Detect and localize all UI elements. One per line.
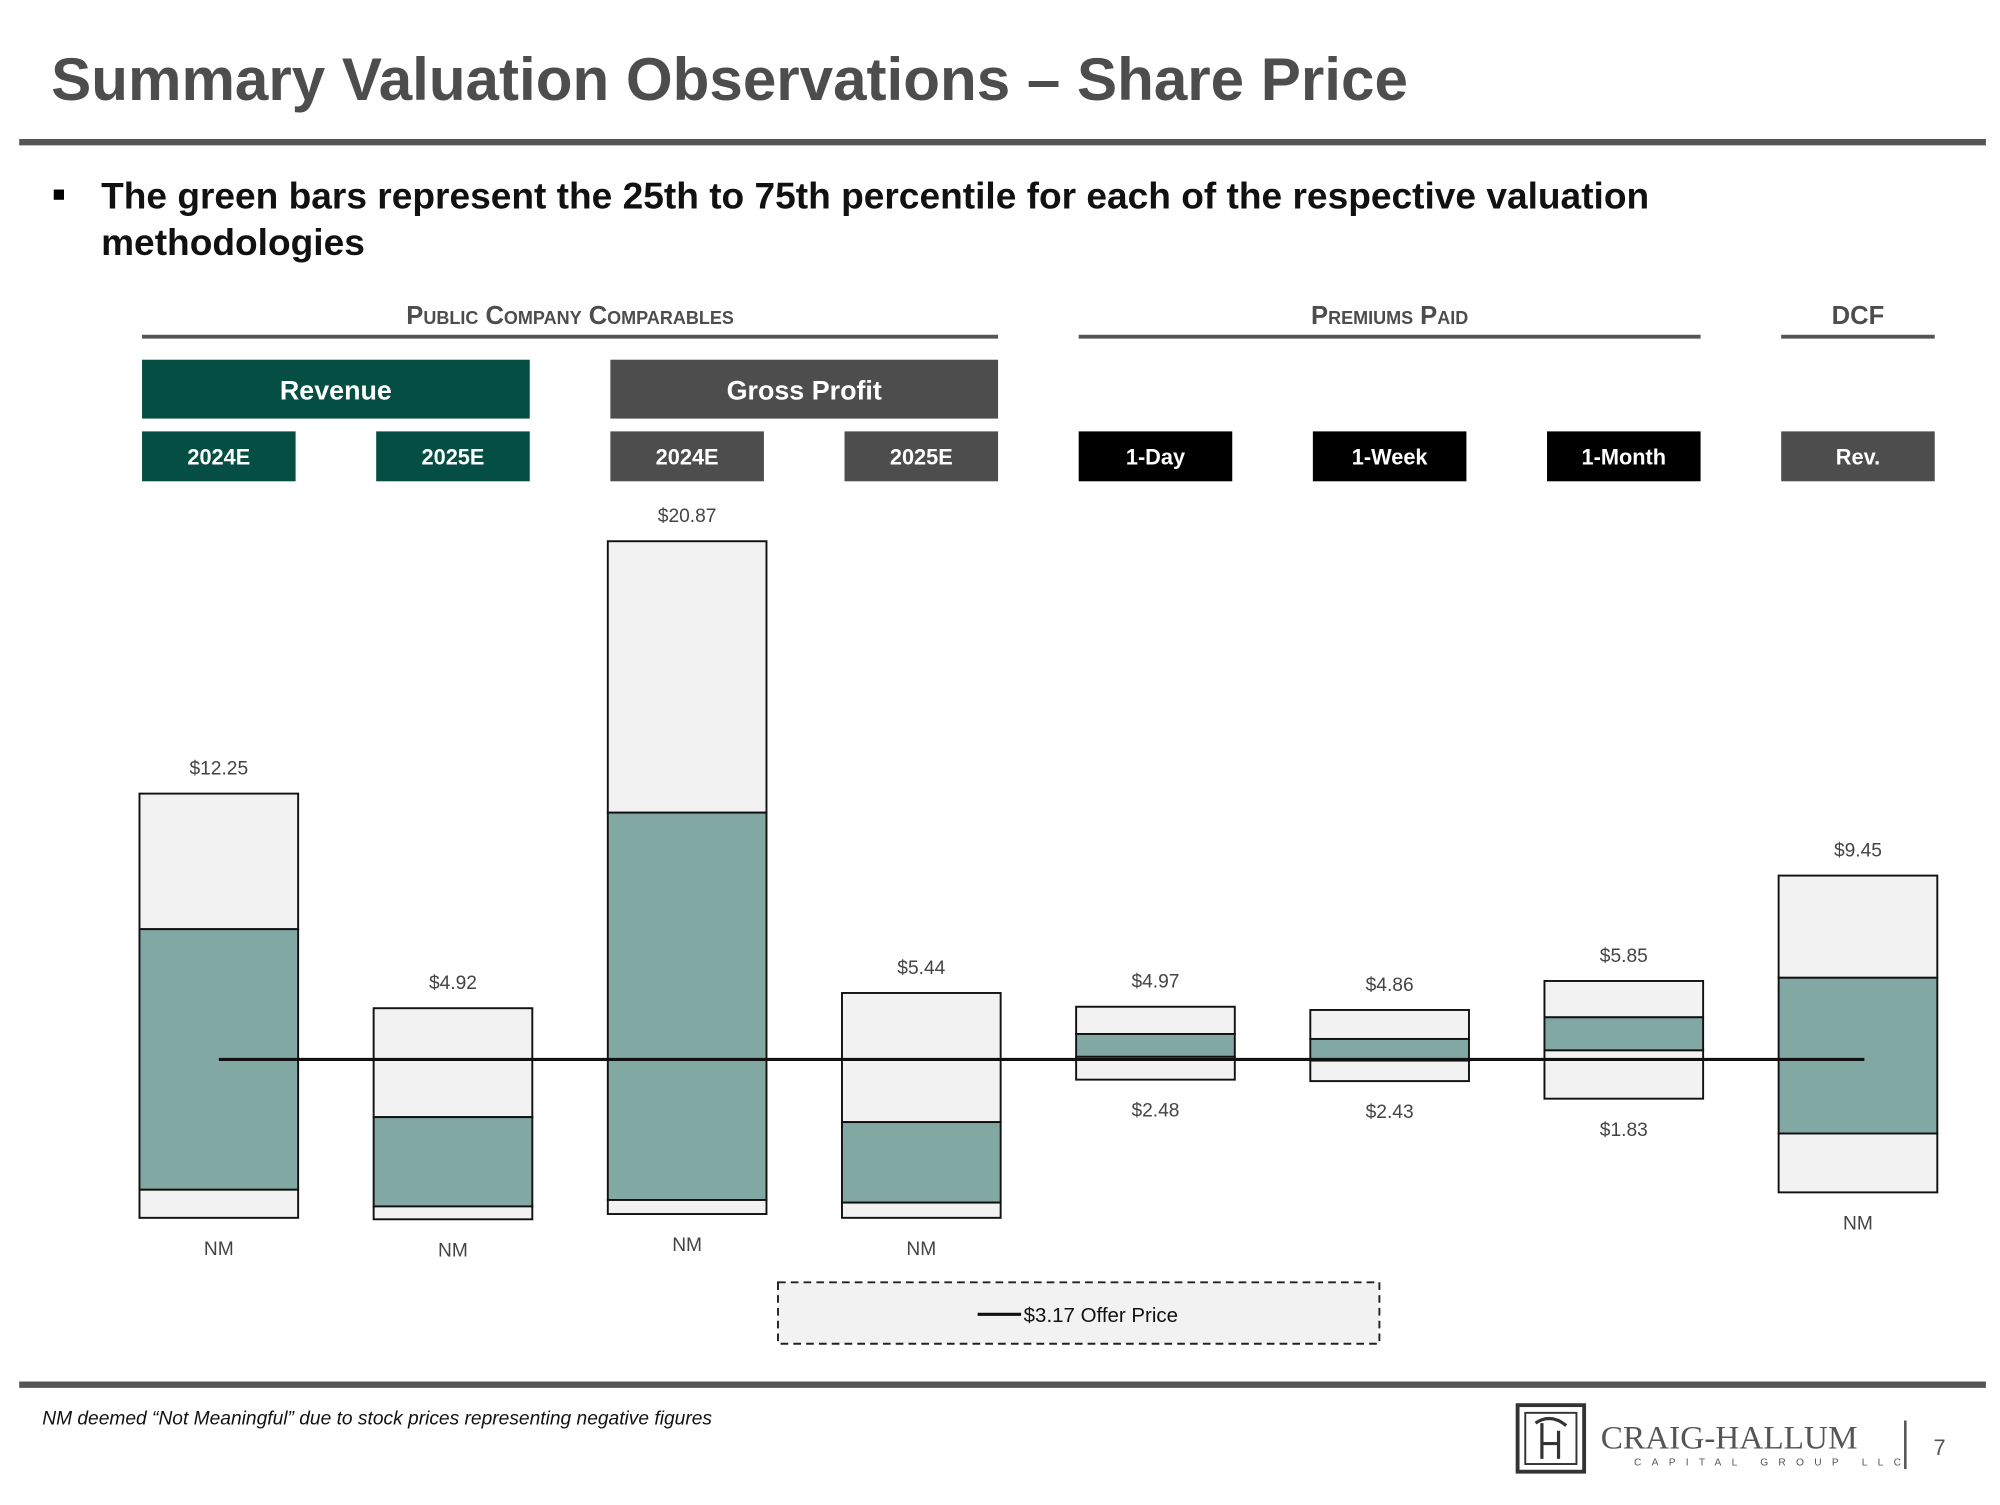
- column-header: [1312, 431, 1467, 482]
- high-label: $4.97: [1131, 972, 1179, 993]
- bar-upper: [606, 540, 768, 814]
- column-label: 2025E: [890, 445, 953, 470]
- high-label: $4.86: [1366, 975, 1414, 996]
- logo-name: CRAIG-HALLUM: [1601, 1420, 1858, 1457]
- bar-lower: [138, 1188, 300, 1219]
- column-label: Rev.: [1836, 445, 1880, 470]
- column-header: [610, 431, 764, 482]
- low-label: NM: [204, 1239, 234, 1260]
- column-label: 1-Week: [1352, 445, 1429, 470]
- footnote: NM deemed “Not Meaningful” due to stock …: [42, 1408, 712, 1429]
- percentile-range: [841, 1121, 1002, 1204]
- bar-lower: [606, 1199, 768, 1215]
- percentile-range: [1543, 1016, 1705, 1052]
- column-label: 1-Month: [1582, 445, 1667, 470]
- legend-label: $3.17 Offer Price: [1024, 1304, 1178, 1327]
- bullet-text: methodologies: [101, 221, 365, 263]
- bar-lower: [1309, 1059, 1470, 1083]
- low-label: $1.83: [1600, 1120, 1648, 1141]
- low-label: $2.48: [1131, 1101, 1179, 1122]
- bar-lower: [372, 1205, 534, 1221]
- group-label: Premiums Paid: [1311, 302, 1468, 330]
- bar-upper: [1543, 980, 1705, 1019]
- low-label: NM: [906, 1239, 936, 1260]
- column-header: [1781, 431, 1935, 482]
- column-header: [142, 431, 296, 482]
- high-label: $9.45: [1834, 840, 1882, 861]
- percentile-range: [1075, 1033, 1236, 1058]
- low-label: NM: [438, 1240, 468, 1261]
- column-header: [1547, 431, 1701, 482]
- column-header: [376, 431, 530, 482]
- logo-mark: [1534, 1416, 1568, 1459]
- bullet-text: The green bars represent the 25th to 75t…: [101, 175, 1649, 217]
- high-label: $5.44: [897, 958, 945, 979]
- bar-upper: [372, 1007, 534, 1119]
- bar-upper: [1309, 1009, 1470, 1040]
- percentile-range: [372, 1116, 534, 1208]
- low-label: NM: [1843, 1213, 1873, 1234]
- bar-lower: [1543, 1049, 1705, 1100]
- column-label: 1-Day: [1126, 445, 1185, 470]
- subgroup-header: [142, 359, 530, 419]
- high-label: $4.92: [429, 973, 477, 994]
- bar-upper: [138, 792, 300, 931]
- bar-upper: [1777, 874, 1939, 979]
- percentile-range: [606, 811, 768, 1201]
- legend-box: [777, 1281, 1381, 1345]
- logo-subtitle: CAPITAL GROUP LLC: [1634, 1457, 1911, 1468]
- low-label: NM: [672, 1235, 702, 1256]
- group-label: Public Company Comparables: [406, 302, 734, 330]
- column-label: 2024E: [656, 445, 719, 470]
- column-header: [1078, 431, 1233, 482]
- page-number: 7: [1933, 1435, 1945, 1460]
- low-label: $2.43: [1366, 1102, 1414, 1123]
- group-label: DCF: [1832, 302, 1885, 330]
- column-label: 2024E: [187, 445, 250, 470]
- bar-upper: [1075, 1005, 1236, 1035]
- subgroup-label: Revenue: [280, 375, 392, 405]
- bar-upper: [841, 992, 1002, 1124]
- high-label: $20.87: [658, 506, 717, 527]
- high-label: $5.85: [1600, 946, 1648, 967]
- bar-lower: [1075, 1055, 1236, 1081]
- column-label: 2025E: [422, 445, 485, 470]
- subgroup-label: Gross Profit: [727, 375, 882, 405]
- slide-title: Summary Valuation Observations – Share P…: [51, 46, 1408, 113]
- logo-mark: [1515, 1403, 1587, 1474]
- bar-lower: [841, 1201, 1002, 1219]
- percentile-range: [1309, 1037, 1470, 1062]
- logo-mark: [1524, 1411, 1578, 1465]
- high-label: $12.25: [189, 758, 248, 779]
- subgroup-header: [610, 359, 999, 419]
- percentile-range: [1777, 976, 1939, 1135]
- column-header: [844, 431, 999, 482]
- bullet-marker: [53, 189, 64, 200]
- bar-lower: [1777, 1132, 1939, 1194]
